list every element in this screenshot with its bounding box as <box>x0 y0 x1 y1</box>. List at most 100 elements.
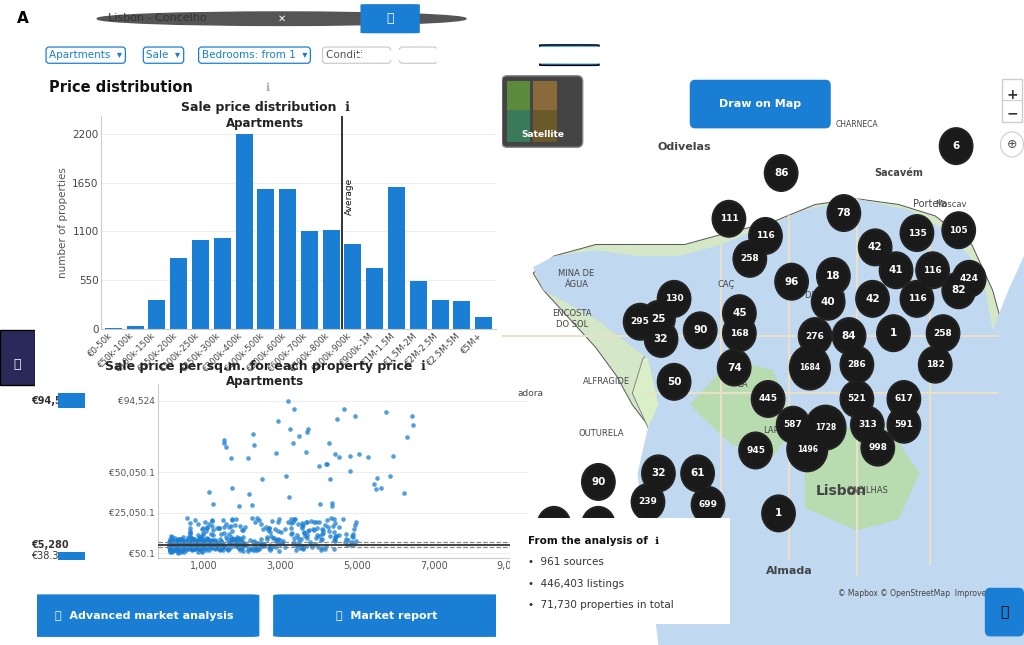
Circle shape <box>843 349 871 381</box>
Point <box>164 537 180 547</box>
Point <box>164 544 180 554</box>
Point <box>170 538 186 548</box>
Point <box>184 541 201 551</box>
Point <box>162 542 178 553</box>
Circle shape <box>762 495 796 531</box>
Point <box>190 519 207 529</box>
Point <box>242 535 258 545</box>
Point <box>179 535 196 546</box>
Point <box>184 539 201 550</box>
Point <box>229 542 246 552</box>
Circle shape <box>644 457 673 490</box>
Point <box>225 534 242 544</box>
Point <box>300 424 316 435</box>
Point <box>247 517 263 527</box>
Point <box>178 537 195 547</box>
Point <box>245 537 261 548</box>
Point <box>248 542 264 553</box>
Circle shape <box>942 272 976 308</box>
Point <box>175 542 191 553</box>
Point <box>190 537 207 548</box>
Point <box>165 541 181 551</box>
Circle shape <box>713 201 745 237</box>
Point <box>178 542 195 553</box>
Text: ENCOSTA
DO SOL: ENCOSTA DO SOL <box>553 309 592 328</box>
Point <box>373 483 389 493</box>
Point <box>302 540 318 550</box>
Point <box>164 542 180 553</box>
Point <box>171 542 187 552</box>
Point <box>396 488 413 498</box>
Point <box>270 514 287 524</box>
Text: +: + <box>1007 88 1018 102</box>
Text: SÃO
DE BRITO: SÃO DE BRITO <box>806 281 846 300</box>
Point <box>298 517 314 527</box>
Text: 32: 32 <box>653 334 669 344</box>
Point <box>163 536 179 546</box>
Point <box>214 537 230 547</box>
Point <box>185 537 202 547</box>
Point <box>197 517 213 527</box>
Point <box>198 541 214 551</box>
Point <box>244 513 260 524</box>
Text: 84: 84 <box>842 331 856 341</box>
Point <box>265 533 282 543</box>
Point <box>211 545 227 555</box>
Point <box>191 539 208 550</box>
Point <box>283 529 299 539</box>
Point <box>163 539 179 550</box>
Point <box>190 543 207 553</box>
Point <box>321 438 337 448</box>
Point <box>217 442 233 453</box>
Point <box>169 543 185 553</box>
Text: Average: Average <box>345 177 354 215</box>
Point <box>302 537 318 547</box>
Point <box>165 538 181 548</box>
Circle shape <box>720 352 749 384</box>
Text: Lisbon: Lisbon <box>816 484 866 497</box>
Text: 86: 86 <box>774 168 788 178</box>
Point <box>241 546 257 556</box>
Point <box>259 531 275 542</box>
Text: €5,280: €5,280 <box>32 540 69 550</box>
Text: ⊕: ⊕ <box>1007 138 1017 151</box>
Circle shape <box>915 252 949 288</box>
Point <box>172 539 188 550</box>
Point <box>286 404 302 414</box>
Point <box>327 518 343 528</box>
Point <box>182 542 199 553</box>
Text: 521: 521 <box>848 395 866 404</box>
Point <box>300 525 316 535</box>
Bar <box>58 393 85 408</box>
Circle shape <box>788 430 825 470</box>
Point <box>234 525 251 535</box>
Point <box>199 541 215 551</box>
Text: 💬: 💬 <box>1000 606 1009 619</box>
Point <box>325 501 341 511</box>
Point <box>246 541 262 551</box>
Point <box>172 541 188 551</box>
Bar <box>323 230 340 329</box>
Point <box>196 538 212 548</box>
Circle shape <box>776 406 810 443</box>
Point <box>179 537 196 548</box>
Point <box>199 538 215 548</box>
Point <box>251 543 267 553</box>
Point <box>167 537 183 547</box>
Point <box>224 483 241 493</box>
Text: adora: adora <box>517 389 544 398</box>
Point <box>191 542 208 552</box>
Point <box>314 528 331 538</box>
Point <box>164 536 180 546</box>
Circle shape <box>889 383 919 415</box>
Point <box>204 515 220 525</box>
Bar <box>191 240 209 329</box>
Point <box>222 453 239 463</box>
Point <box>385 451 401 461</box>
Point <box>184 537 201 548</box>
Text: Include outliers: Include outliers <box>468 50 549 60</box>
Point <box>269 526 286 536</box>
Point <box>201 541 217 551</box>
Point <box>169 535 185 546</box>
Circle shape <box>856 281 889 317</box>
